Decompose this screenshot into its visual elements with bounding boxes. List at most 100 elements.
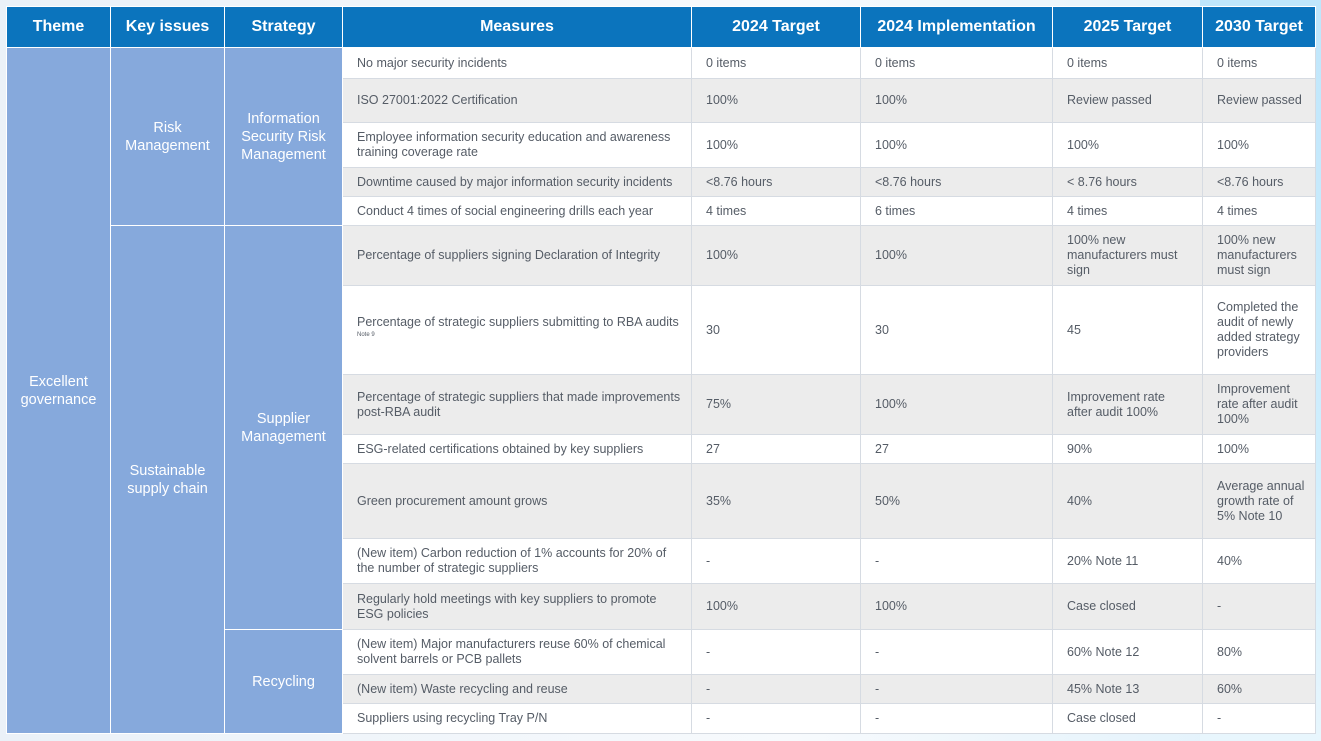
implementation-2024-cell: 100% (860, 78, 1053, 123)
target-2025-cell: 100% new manufacturers must sign (1052, 225, 1203, 286)
header-theme: Theme (6, 6, 111, 48)
target-2024-cell: 100% (691, 122, 861, 168)
target-2024-cell: 0 items (691, 47, 861, 79)
target-2030-cell: Review passed (1202, 78, 1316, 123)
footnote-marker: Note 9 (357, 331, 375, 338)
target-2030-cell: - (1202, 583, 1316, 630)
target-2025-cell: 45 (1052, 285, 1203, 375)
table-row: (New item) Waste recycling and reuse - -… (7, 674, 1316, 704)
target-2025-cell: Case closed (1052, 583, 1203, 630)
implementation-2024-cell: 27 (860, 434, 1053, 464)
target-2024-cell: - (691, 538, 861, 584)
table-row: Percentage of strategic suppliers submit… (7, 285, 1316, 375)
implementation-2024-cell: - (860, 703, 1053, 734)
key-issue-risk-management: Risk Management (110, 47, 225, 226)
target-2024-cell: 4 times (691, 196, 861, 226)
target-2025-cell: 90% (1052, 434, 1203, 464)
implementation-2024-cell: - (860, 538, 1053, 584)
target-2030-cell: 80% (1202, 629, 1316, 675)
table-row: Excellent governance Risk Management Inf… (6, 47, 1316, 734)
measure-cell: Green procurement amount grows (342, 463, 692, 539)
header-2025-target: 2025 Target (1052, 6, 1203, 48)
target-2030-cell: Completed the audit of newly added strat… (1202, 285, 1316, 375)
target-2024-cell: 27 (691, 434, 861, 464)
measure-text: Percentage of strategic suppliers submit… (357, 315, 679, 329)
target-2025-cell: 20% Note 11 (1052, 538, 1203, 584)
measure-cell: Percentage of suppliers signing Declarat… (342, 225, 692, 286)
target-2030-cell: 100% new manufacturers must sign (1202, 225, 1316, 286)
implementation-2024-cell: 6 times (860, 196, 1053, 226)
measure-cell: Conduct 4 times of social engineering dr… (342, 196, 692, 226)
target-2025-cell: 100% (1052, 122, 1203, 168)
measure-cell: Downtime caused by major information sec… (342, 167, 692, 197)
target-2024-cell: - (691, 629, 861, 675)
target-2030-cell: <8.76 hours (1202, 167, 1316, 197)
measure-cell: Suppliers using recycling Tray P/N (342, 703, 692, 734)
header-2024-implementation: 2024 Implementation (860, 6, 1053, 48)
implementation-2024-cell: 50% (860, 463, 1053, 539)
measure-cell: (New item) Major manufacturers reuse 60%… (342, 629, 692, 675)
target-2025-cell: 0 items (1052, 47, 1203, 79)
target-2030-cell: 0 items (1202, 47, 1316, 79)
table-row: ISO 27001:2022 Certification 100% 100% R… (7, 78, 1316, 123)
target-2024-cell: <8.76 hours (691, 167, 861, 197)
implementation-2024-cell: 30 (860, 285, 1053, 375)
header-key-issues: Key issues (110, 6, 225, 48)
table-row: Recycling (New item) Major manufacturers… (7, 629, 1316, 734)
measure-cell: ESG-related certifications obtained by k… (342, 434, 692, 464)
table-row: Sustainable supply chain Supplier Manage… (7, 225, 1316, 734)
table-row: Suppliers using recycling Tray P/N - - C… (7, 703, 1316, 734)
strategy-information-security: Information Security Risk Management (224, 47, 343, 226)
table-row: Green procurement amount grows 35% 50% 4… (7, 463, 1316, 539)
targets-table: Theme Key issues Strategy Measures 2024 … (6, 6, 1316, 734)
target-2024-cell: 100% (691, 225, 861, 286)
target-2025-cell: Review passed (1052, 78, 1203, 123)
header-2030-target: 2030 Target (1202, 6, 1316, 48)
target-2025-cell: 40% (1052, 463, 1203, 539)
target-2025-cell: 45% Note 13 (1052, 674, 1203, 704)
implementation-2024-cell: 0 items (860, 47, 1053, 79)
implementation-2024-cell: 100% (860, 225, 1053, 286)
implementation-2024-cell: - (860, 674, 1053, 704)
target-2030-cell: 100% (1202, 122, 1316, 168)
measure-cell: Percentage of strategic suppliers that m… (342, 374, 692, 435)
target-2025-cell: Case closed (1052, 703, 1203, 734)
header-2024-target: 2024 Target (691, 6, 861, 48)
strategy-supplier-management: Supplier Management (224, 225, 343, 630)
measure-cell: No major security incidents (342, 47, 692, 79)
target-2030-cell: Average annual growth rate of 5% Note 10 (1202, 463, 1316, 539)
target-2030-cell: 4 times (1202, 196, 1316, 226)
target-2024-cell: 100% (691, 78, 861, 123)
implementation-2024-cell: 100% (860, 122, 1053, 168)
measure-cell: (New item) Waste recycling and reuse (342, 674, 692, 704)
measure-cell: Percentage of strategic suppliers submit… (342, 285, 692, 375)
header-measures: Measures (342, 6, 692, 48)
target-2030-cell: Improvement rate after audit 100% (1202, 374, 1316, 435)
target-2024-cell: - (691, 703, 861, 734)
target-2025-cell: < 8.76 hours (1052, 167, 1203, 197)
target-2024-cell: 30 (691, 285, 861, 375)
theme-cell: Excellent governance (6, 47, 111, 734)
target-2024-cell: 35% (691, 463, 861, 539)
implementation-2024-cell: - (860, 629, 1053, 675)
key-issue-sustainable-supply-chain: Sustainable supply chain (110, 225, 225, 734)
target-2025-cell: 60% Note 12 (1052, 629, 1203, 675)
target-2030-cell: 60% (1202, 674, 1316, 704)
measure-cell: Regularly hold meetings with key supplie… (342, 583, 692, 630)
target-2030-cell: 40% (1202, 538, 1316, 584)
measure-cell: (New item) Carbon reduction of 1% accoun… (342, 538, 692, 584)
table-row: ESG-related certifications obtained by k… (7, 434, 1316, 464)
measure-cell: Employee information security education … (342, 122, 692, 168)
implementation-2024-cell: <8.76 hours (860, 167, 1053, 197)
implementation-2024-cell: 100% (860, 583, 1053, 630)
target-2030-cell: 100% (1202, 434, 1316, 464)
table-row: Percentage of strategic suppliers that m… (7, 374, 1316, 435)
table-row: Conduct 4 times of social engineering dr… (7, 196, 1316, 226)
strategy-recycling: Recycling (224, 629, 343, 734)
target-2024-cell: 75% (691, 374, 861, 435)
header-strategy: Strategy (224, 6, 343, 48)
header-row: Theme Key issues Strategy Measures 2024 … (6, 6, 1316, 48)
target-2025-cell: 4 times (1052, 196, 1203, 226)
target-2025-cell: Improvement rate after audit 100% (1052, 374, 1203, 435)
target-2024-cell: 100% (691, 583, 861, 630)
